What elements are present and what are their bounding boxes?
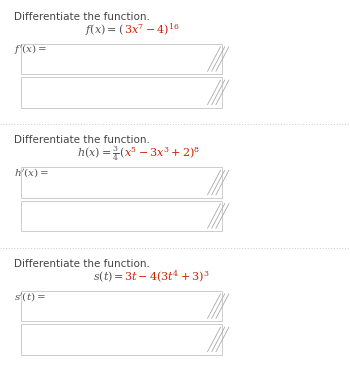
FancyBboxPatch shape <box>21 167 222 198</box>
Text: $3x^7 - 4)^{16}$: $3x^7 - 4)^{16}$ <box>124 22 180 38</box>
Text: $f'(x) =$: $f'(x) =$ <box>14 42 47 56</box>
Text: $3t - 4(3t^4 + 3)^3$: $3t - 4(3t^4 + 3)^3$ <box>124 269 210 285</box>
Text: Differentiate the function.: Differentiate the function. <box>14 259 150 269</box>
Text: $h(x) = \frac{3}{4}($: $h(x) = \frac{3}{4}($ <box>77 144 124 162</box>
Text: $f(x) = ($: $f(x) = ($ <box>85 22 124 37</box>
FancyBboxPatch shape <box>21 291 222 321</box>
Text: Differentiate the function.: Differentiate the function. <box>14 135 150 145</box>
Text: $h'(x) =$: $h'(x) =$ <box>14 166 49 179</box>
FancyBboxPatch shape <box>21 201 222 231</box>
FancyBboxPatch shape <box>21 324 222 355</box>
FancyBboxPatch shape <box>21 44 222 74</box>
Text: $s'(t) =$: $s'(t) =$ <box>14 290 46 302</box>
Text: $x^5 - 3x^3 + 2)^8$: $x^5 - 3x^3 + 2)^8$ <box>124 145 200 161</box>
Text: $s(t) = $: $s(t) = $ <box>93 269 124 284</box>
FancyBboxPatch shape <box>21 77 222 108</box>
Text: Differentiate the function.: Differentiate the function. <box>14 12 150 22</box>
